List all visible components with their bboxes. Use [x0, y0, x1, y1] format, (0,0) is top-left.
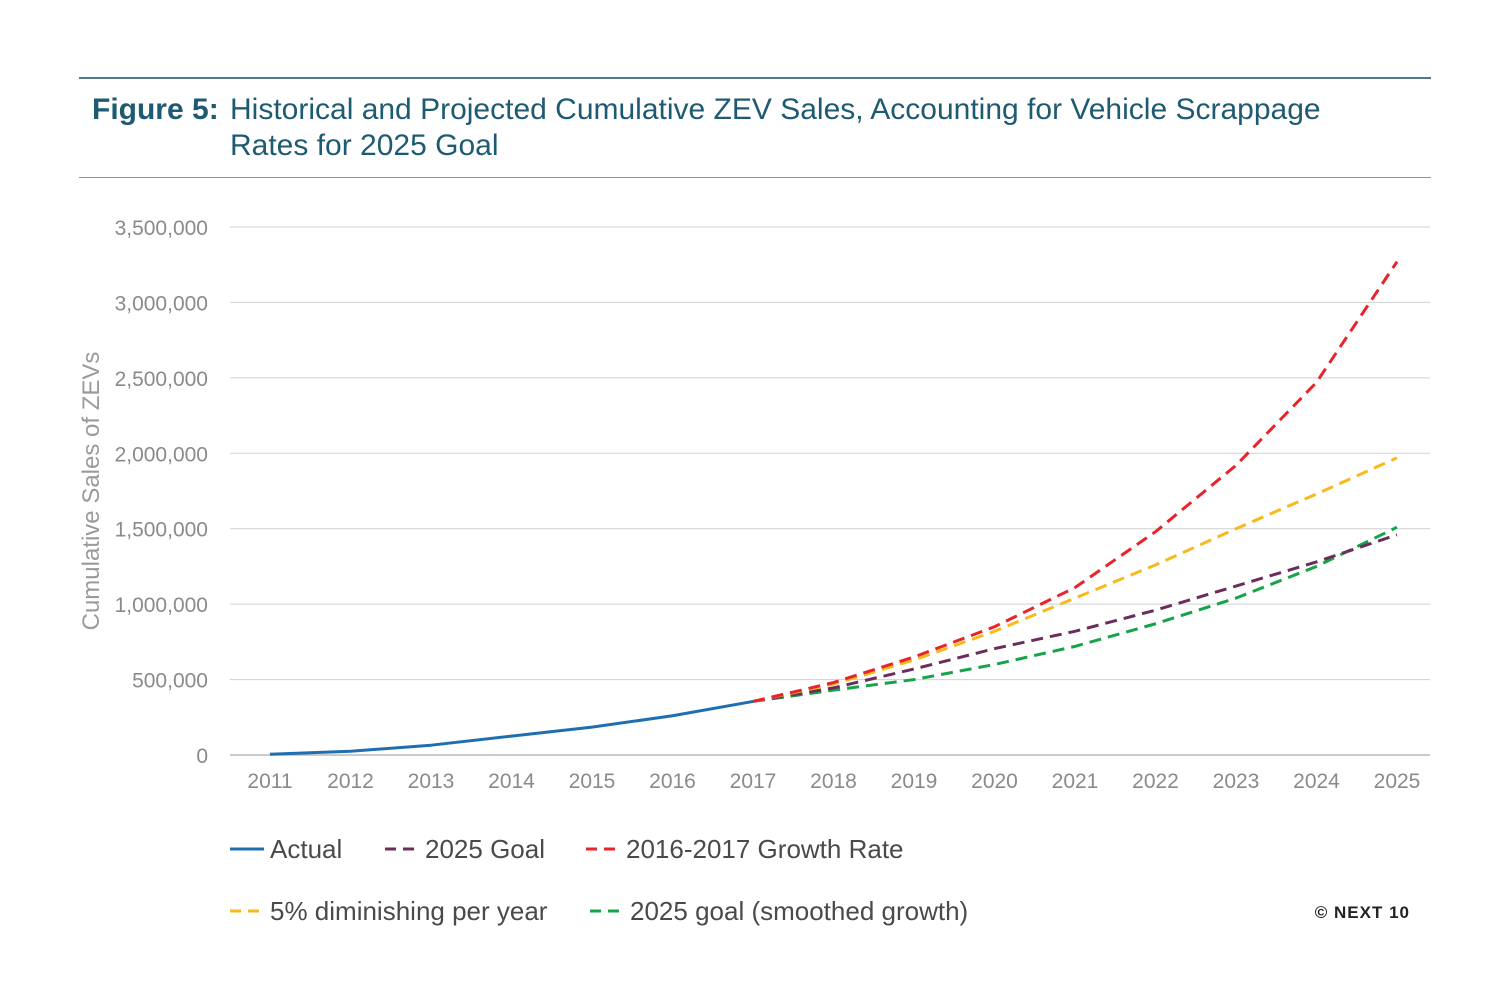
y-tick-label: 3,500,000: [115, 217, 208, 240]
legend-item: Actual: [230, 834, 342, 864]
legend-label: Actual: [270, 834, 342, 864]
figure-title-line2: Rates for 2025 Goal: [230, 129, 499, 162]
legend-item: 2025 Goal: [385, 834, 545, 864]
y-tick-label: 1,500,000: [115, 519, 208, 542]
x-tick-label: 2016: [649, 770, 696, 793]
legend-item: 5% diminishing per year: [230, 896, 548, 926]
series-line-2025-goal-smoothed-growth-: [752, 525, 1398, 703]
x-tick-label: 2015: [569, 770, 616, 793]
legend-label: 2016-2017 Growth Rate: [626, 834, 904, 864]
bottom-rule: [79, 177, 1431, 178]
y-axis-ticks: 0 500,000 1,000,000 1,500,000 2,000,000 2,500…: [115, 217, 208, 768]
legend-label: 2025 Goal: [425, 834, 545, 864]
x-tick-label: 2024: [1293, 770, 1340, 793]
x-tick-label: 2017: [730, 770, 777, 793]
x-tick-label: 2011: [247, 770, 292, 793]
legend-item: 2016-2017 Growth Rate: [586, 834, 904, 864]
series-line-2016-2017-growth-rate: [752, 260, 1399, 703]
x-tick-label: 2023: [1213, 770, 1260, 793]
x-tick-label: 2012: [327, 770, 374, 793]
y-tick-label: 3,000,000: [115, 292, 208, 315]
series-line-2025-goal: [752, 533, 1398, 703]
x-tick-label: 2013: [408, 770, 455, 793]
gridlines: [230, 226, 1430, 756]
y-tick-label: 0: [196, 745, 208, 768]
y-tick-label: 500,000: [132, 670, 208, 693]
figure-label: Figure 5:: [92, 93, 219, 126]
x-tick-label: 2018: [810, 770, 857, 793]
y-tick-label: 2,000,000: [115, 443, 208, 466]
y-axis-label: Cumulative Sales of ZEVs: [78, 352, 105, 631]
figure-title-text: Historical and Projected Cumulative ZEV …: [230, 92, 1410, 164]
series-line-5-diminishing-per-year: [752, 456, 1398, 703]
x-tick-label: 2020: [971, 770, 1018, 793]
x-tick-label: 2025: [1374, 770, 1421, 793]
x-tick-label: 2014: [488, 770, 535, 793]
y-tick-label: 2,500,000: [115, 368, 208, 391]
x-axis-ticks: 2011 2012 2013 2014 2015 2016 2017 2018 2019 2020…: [247, 770, 1420, 793]
x-tick-label: 2019: [891, 770, 938, 793]
x-tick-label: 2021: [1052, 770, 1099, 793]
figure-title-line1: Historical and Projected Cumulative ZEV …: [230, 93, 1321, 126]
legend-label: 2025 goal (smoothed growth): [630, 896, 968, 926]
credit-text: © NEXT 10: [1315, 903, 1410, 922]
x-tick-label: 2022: [1132, 770, 1179, 793]
legend-item: 2025 goal (smoothed growth): [590, 896, 968, 926]
legend: Actual 2025 Goal 2016-2017 Growth Rate 5% d…: [230, 834, 968, 926]
legend-label: 5% diminishing per year: [270, 896, 548, 926]
y-tick-label: 1,000,000: [115, 594, 208, 617]
series-lines: [269, 260, 1399, 756]
series-line-actual: [269, 699, 754, 756]
top-rule: [79, 77, 1431, 79]
